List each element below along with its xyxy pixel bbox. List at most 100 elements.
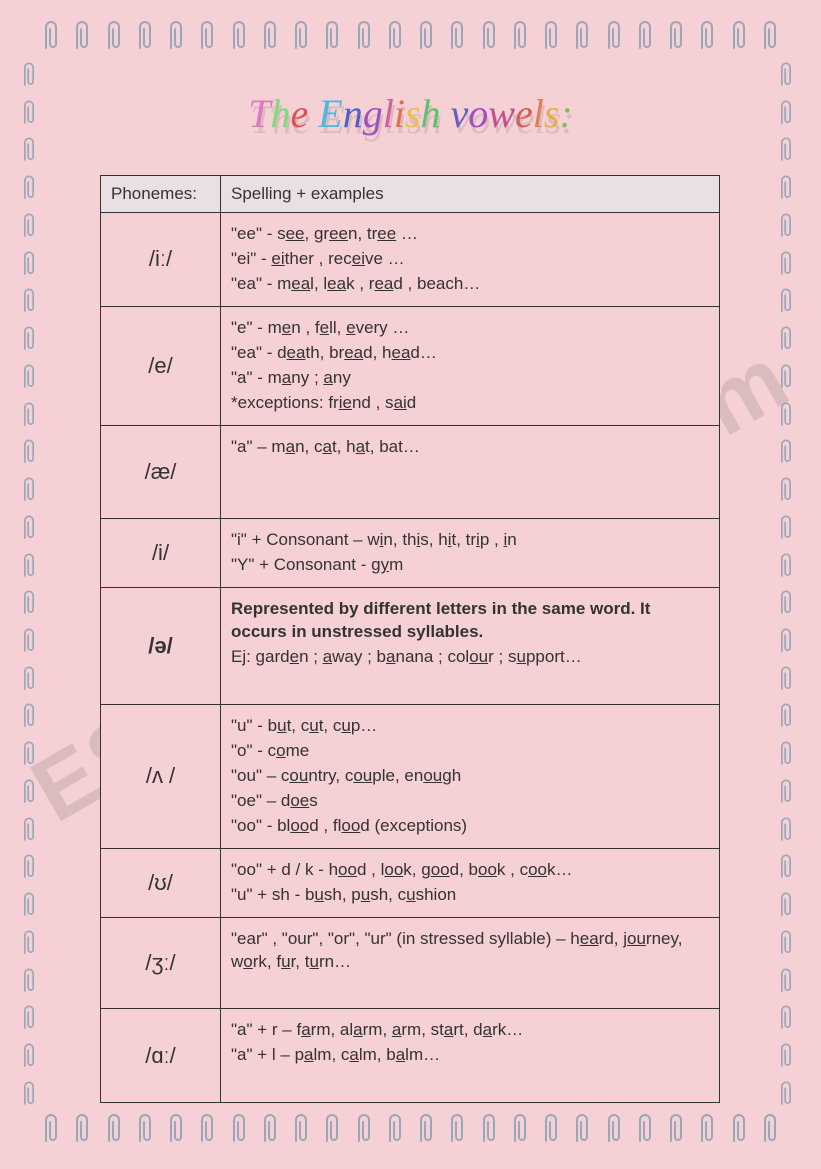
spelling-line: Ej: garden ; away ; banana ; colour ; su…	[231, 646, 709, 669]
spelling-line: *exceptions: friend , said	[231, 392, 709, 415]
paperclip-icon	[290, 1111, 312, 1151]
spelling-line: Represented by different letters in the …	[231, 598, 709, 644]
paperclip-icon	[775, 60, 803, 90]
table-row: /iː/"ee" - see, green, tree …"ei" - eith…	[101, 213, 720, 307]
phoneme-cell: /ʌ /	[101, 705, 221, 849]
paperclip-icon	[384, 1111, 406, 1151]
paperclip-icon	[321, 1111, 343, 1151]
paperclip-icon	[18, 852, 46, 882]
paperclip-icon	[196, 1111, 218, 1151]
paperclip-icon	[540, 1111, 562, 1151]
table-row: /ʌ /"u" - but, cut, cup…"o" - come"ou" –…	[101, 705, 720, 849]
paperclip-icon	[775, 739, 803, 769]
paperclip-icon	[353, 1111, 375, 1151]
paperclip-icon	[775, 777, 803, 807]
paperclip-icon	[696, 18, 718, 58]
paperclip-icon	[509, 1111, 531, 1151]
paperclip-icon	[540, 18, 562, 58]
paperclip-icon	[18, 966, 46, 996]
spelling-line: "ea" - death, bread, head…	[231, 342, 709, 365]
table-header-row: Phonemes: Spelling + examples	[101, 176, 720, 213]
paperclip-icon	[18, 286, 46, 316]
paperclip-icon	[775, 362, 803, 392]
paperclip-icon	[775, 1041, 803, 1071]
paperclip-icon	[775, 626, 803, 656]
title-letter: l	[383, 91, 394, 136]
paperclip-icon	[290, 18, 312, 58]
vowels-table: Phonemes: Spelling + examples /iː/"ee" -…	[100, 175, 720, 1103]
paperclip-icon	[18, 701, 46, 731]
paperclip-icon	[603, 18, 625, 58]
title-letter: h	[270, 91, 290, 136]
spelling-line: "ea" - meal, leak , read , beach…	[231, 273, 709, 296]
spelling-line: "ou" – country, couple, enough	[231, 765, 709, 788]
phoneme-cell: /i/	[101, 519, 221, 588]
paperclip-border-right	[775, 60, 803, 1109]
paperclip-icon	[415, 18, 437, 58]
phoneme-cell: /ʊ/	[101, 848, 221, 917]
spelling-line	[231, 1069, 709, 1092]
paperclip-border-top	[40, 18, 781, 58]
paperclip-border-bottom	[40, 1111, 781, 1151]
paperclip-icon	[696, 1111, 718, 1151]
paperclip-icon	[775, 173, 803, 203]
paperclip-icon	[775, 1003, 803, 1033]
paperclip-icon	[775, 852, 803, 882]
paperclip-icon	[18, 815, 46, 845]
phoneme-cell: /ʒː/	[101, 917, 221, 1009]
title-letter: :	[559, 91, 572, 136]
paperclip-icon	[446, 18, 468, 58]
paperclip-icon	[665, 18, 687, 58]
paperclip-icon	[571, 18, 593, 58]
paperclip-icon	[775, 701, 803, 731]
worksheet-page: The English vowels: The English vowels: …	[0, 0, 821, 1169]
spelling-line	[231, 461, 709, 484]
paperclip-icon	[18, 588, 46, 618]
title-letter: i	[394, 91, 405, 136]
phoneme-cell: /e/	[101, 306, 221, 425]
paperclip-icon	[18, 1041, 46, 1071]
spelling-line	[231, 975, 709, 998]
paperclip-icon	[759, 18, 781, 58]
paperclip-icon	[259, 1111, 281, 1151]
paperclip-icon	[446, 1111, 468, 1151]
spelling-line: "e" - men , fell, every …	[231, 317, 709, 340]
paperclip-icon	[18, 890, 46, 920]
paperclip-icon	[384, 18, 406, 58]
spelling-cell: "a" – man, cat, hat, bat…	[221, 425, 720, 519]
spelling-cell: Represented by different letters in the …	[221, 588, 720, 705]
phoneme-cell: /æ/	[101, 425, 221, 519]
spelling-cell: "oo" + d / k - hood , look, good, book ,…	[221, 848, 720, 917]
paperclip-icon	[775, 324, 803, 354]
paperclip-icon	[775, 815, 803, 845]
title-letter: h	[421, 91, 441, 136]
table-row: /ʒː/"ear" , "our", "or", "ur" (in stress…	[101, 917, 720, 1009]
paperclip-icon	[775, 135, 803, 165]
spelling-line: "a" - many ; any	[231, 367, 709, 390]
paperclip-icon	[18, 928, 46, 958]
table-row: /e/"e" - men , fell, every …"ea" - death…	[101, 306, 720, 425]
paperclip-icon	[775, 664, 803, 694]
paperclip-icon	[728, 18, 750, 58]
paperclip-icon	[634, 18, 656, 58]
spelling-line: "u" - but, cut, cup…	[231, 715, 709, 738]
spelling-line: "a" + l – palm, calm, balm…	[231, 1044, 709, 1067]
spelling-line: "oo" - blood , flood (exceptions)	[231, 815, 709, 838]
spelling-cell: "e" - men , fell, every …"ea" - death, b…	[221, 306, 720, 425]
phoneme-cell: /ə/	[101, 588, 221, 705]
vowels-table-wrap: Phonemes: Spelling + examples /iː/"ee" -…	[100, 175, 720, 1103]
spelling-line	[231, 671, 709, 694]
paperclip-icon	[775, 286, 803, 316]
table-row: /i/"i" + Consonant – win, this, hit, tri…	[101, 519, 720, 588]
spelling-cell: "ee" - see, green, tree …"ei" - either ,…	[221, 213, 720, 307]
page-title: The English vowels: The English vowels:	[248, 90, 573, 137]
title-letter: e	[290, 91, 308, 136]
phoneme-cell: /ɑː/	[101, 1009, 221, 1103]
title-letter: v	[451, 91, 469, 136]
title-letter: g	[363, 91, 383, 136]
spelling-line: "oo" + d / k - hood , look, good, book ,…	[231, 859, 709, 882]
title-letter: E	[318, 91, 342, 136]
spelling-line: "u" + sh - bush, push, cushion	[231, 884, 709, 907]
paperclip-icon	[18, 551, 46, 581]
spelling-line	[231, 485, 709, 508]
